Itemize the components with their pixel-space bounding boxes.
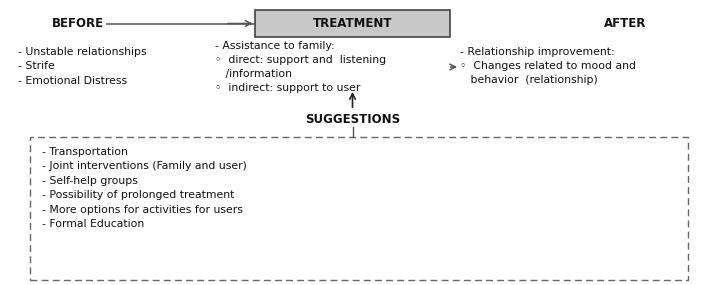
Text: - Unstable relationships
- Strife
- Emotional Distress: - Unstable relationships - Strife - Emot… bbox=[18, 47, 147, 86]
Text: - Assistance to family:: - Assistance to family: bbox=[215, 41, 335, 51]
Text: SUGGESTIONS: SUGGESTIONS bbox=[305, 113, 400, 126]
Text: behavior  (relationship): behavior (relationship) bbox=[460, 75, 598, 85]
Text: ◦  Changes related to mood and: ◦ Changes related to mood and bbox=[460, 61, 636, 71]
Text: BEFORE: BEFORE bbox=[52, 17, 104, 30]
Text: /information: /information bbox=[215, 69, 292, 79]
Text: AFTER: AFTER bbox=[603, 17, 646, 30]
Text: ◦  indirect: support to user: ◦ indirect: support to user bbox=[215, 83, 360, 93]
Text: ◦  direct: support and  listening: ◦ direct: support and listening bbox=[215, 55, 386, 65]
Text: - Relationship improvement:: - Relationship improvement: bbox=[460, 47, 615, 57]
Text: TREATMENT: TREATMENT bbox=[313, 17, 392, 30]
Text: - Transportation
- Joint interventions (Family and user)
- Self-help groups
- Po: - Transportation - Joint interventions (… bbox=[42, 147, 247, 229]
FancyBboxPatch shape bbox=[255, 10, 450, 37]
